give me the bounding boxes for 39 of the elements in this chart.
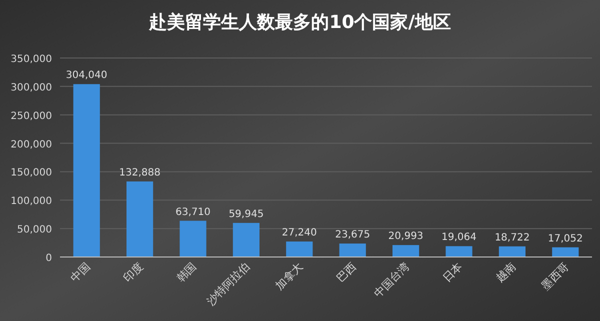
bar <box>126 181 154 257</box>
bar <box>498 246 526 257</box>
x-tick-label: 沙特阿拉伯 <box>204 260 252 308</box>
bar <box>339 244 366 257</box>
y-tick-label: 50,000 <box>17 224 52 236</box>
bar <box>232 222 260 257</box>
data-label: 132,888 <box>119 167 160 178</box>
y-tick-label: 100,000 <box>10 196 52 208</box>
bar <box>392 245 420 257</box>
x-tick-label: 印度 <box>121 260 146 285</box>
data-label: 59,945 <box>228 208 264 220</box>
x-tick-label: 加拿大 <box>272 260 306 292</box>
chart-title: 赴美留学生人数最多的10个国家/地区 <box>148 12 451 33</box>
data-label: 23,675 <box>335 230 370 241</box>
data-label: 18,722 <box>494 232 530 244</box>
x-tick-label: 韩国 <box>174 260 200 285</box>
bar <box>180 220 206 257</box>
x-tick-label: 巴西 <box>334 260 359 285</box>
x-tick-label: 日本 <box>440 260 466 285</box>
data-label: 63,710 <box>176 206 210 218</box>
data-label: 20,993 <box>388 231 424 242</box>
y-tick-label: 0 <box>46 253 52 264</box>
bar <box>446 246 472 257</box>
x-tick-label: 墨西哥 <box>538 260 572 292</box>
data-label: 27,240 <box>282 228 317 239</box>
x-tick-label: 中国 <box>68 260 93 285</box>
bar <box>552 247 579 257</box>
y-tick-label: 200,000 <box>10 139 52 150</box>
y-tick-label: 350,000 <box>10 54 52 65</box>
data-label: 19,064 <box>442 232 476 244</box>
data-label: 304,040 <box>66 70 108 82</box>
data-label: 17,052 <box>548 233 583 244</box>
y-tick-label: 150,000 <box>10 168 52 179</box>
y-tick-label: 250,000 <box>10 110 52 122</box>
y-tick-label: 300,000 <box>10 82 52 94</box>
bar <box>286 242 313 257</box>
x-tick-label: 中国台湾 <box>372 260 412 300</box>
x-tick-label: 越南 <box>494 260 518 285</box>
bar <box>73 84 100 257</box>
